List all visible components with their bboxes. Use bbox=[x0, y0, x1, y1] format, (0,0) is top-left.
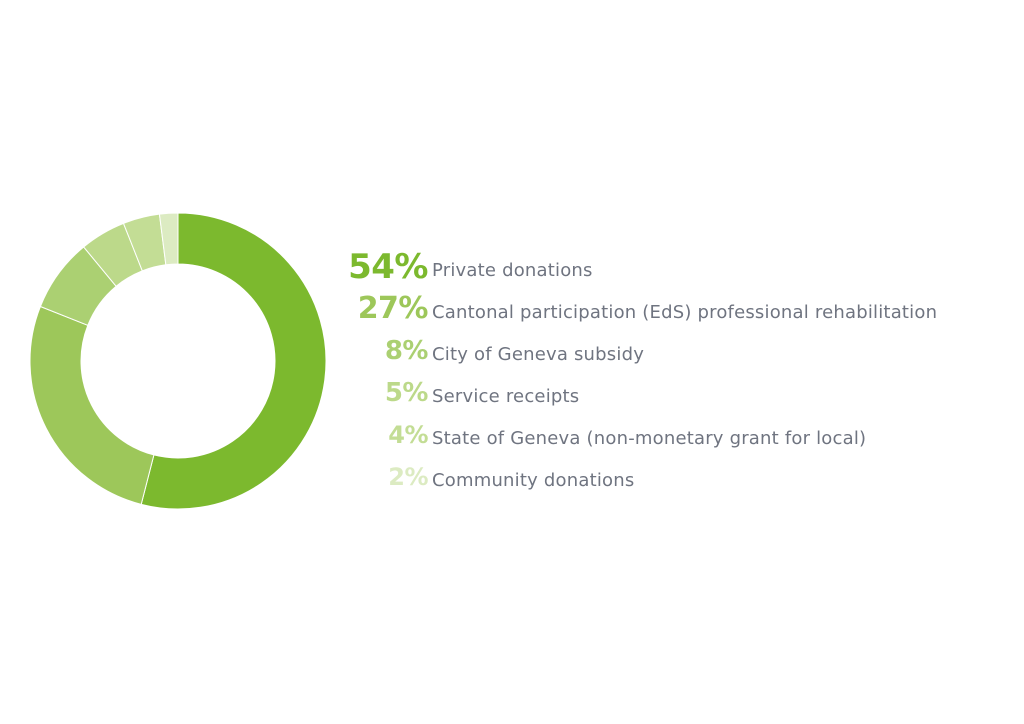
slice-name-label: Private donations bbox=[432, 260, 593, 281]
slice-percent-label: 2% bbox=[388, 463, 428, 491]
slice-percent-label: 54% bbox=[348, 247, 428, 287]
legend-item: 5% Service receipts bbox=[330, 372, 1010, 414]
legend-item: 8% City of Geneva subsidy bbox=[330, 330, 1010, 372]
donut-chart bbox=[30, 213, 326, 509]
donut-slice bbox=[140, 213, 326, 509]
slice-name-label: City of Geneva subsidy bbox=[432, 344, 645, 365]
slice-name-label: Cantonal participation (EdS) professiona… bbox=[432, 302, 938, 323]
slice-percent-label: 8% bbox=[384, 336, 429, 366]
slice-percent-label: 5% bbox=[384, 378, 429, 408]
slice-name-label: Community donations bbox=[432, 470, 635, 491]
slice-percent-label: 27% bbox=[357, 291, 429, 326]
legend-item: 54% Private donations bbox=[330, 246, 1010, 288]
legend: 54% Private donations 27% Cantonal parti… bbox=[330, 246, 1010, 498]
legend-item: 4% State of Geneva (non-monetary grant f… bbox=[330, 414, 1010, 456]
slice-name-label: State of Geneva (non-monetary grant for … bbox=[432, 428, 867, 449]
donut-slice bbox=[158, 213, 179, 266]
slice-percent-label: 4% bbox=[388, 421, 428, 449]
legend-item: 27% Cantonal participation (EdS) profess… bbox=[330, 288, 1010, 330]
donut-slice bbox=[30, 305, 155, 505]
legend-item: 2% Community donations bbox=[330, 456, 1010, 498]
slice-name-label: Service receipts bbox=[432, 386, 580, 407]
